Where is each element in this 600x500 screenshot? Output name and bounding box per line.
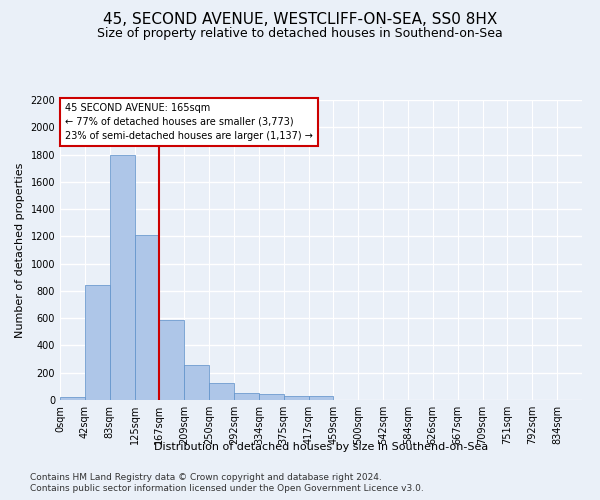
Bar bbox=[209, 383, 234, 400]
Text: Distribution of detached houses by size in Southend-on-Sea: Distribution of detached houses by size … bbox=[154, 442, 488, 452]
Text: 45 SECOND AVENUE: 165sqm
← 77% of detached houses are smaller (3,773)
23% of sem: 45 SECOND AVENUE: 165sqm ← 77% of detach… bbox=[65, 103, 313, 141]
Bar bbox=[160, 320, 184, 400]
Bar bbox=[184, 364, 209, 400]
Bar bbox=[110, 154, 134, 400]
Text: Contains HM Land Registry data © Crown copyright and database right 2024.: Contains HM Land Registry data © Crown c… bbox=[30, 472, 382, 482]
Bar bbox=[85, 285, 110, 400]
Bar bbox=[60, 396, 85, 400]
Bar bbox=[134, 235, 160, 400]
Text: 45, SECOND AVENUE, WESTCLIFF-ON-SEA, SS0 8HX: 45, SECOND AVENUE, WESTCLIFF-ON-SEA, SS0… bbox=[103, 12, 497, 28]
Text: Contains public sector information licensed under the Open Government Licence v3: Contains public sector information licen… bbox=[30, 484, 424, 493]
Bar bbox=[284, 396, 308, 400]
Bar bbox=[308, 396, 334, 400]
Bar bbox=[259, 394, 284, 400]
Y-axis label: Number of detached properties: Number of detached properties bbox=[15, 162, 25, 338]
Text: Size of property relative to detached houses in Southend-on-Sea: Size of property relative to detached ho… bbox=[97, 28, 503, 40]
Bar bbox=[234, 393, 259, 400]
